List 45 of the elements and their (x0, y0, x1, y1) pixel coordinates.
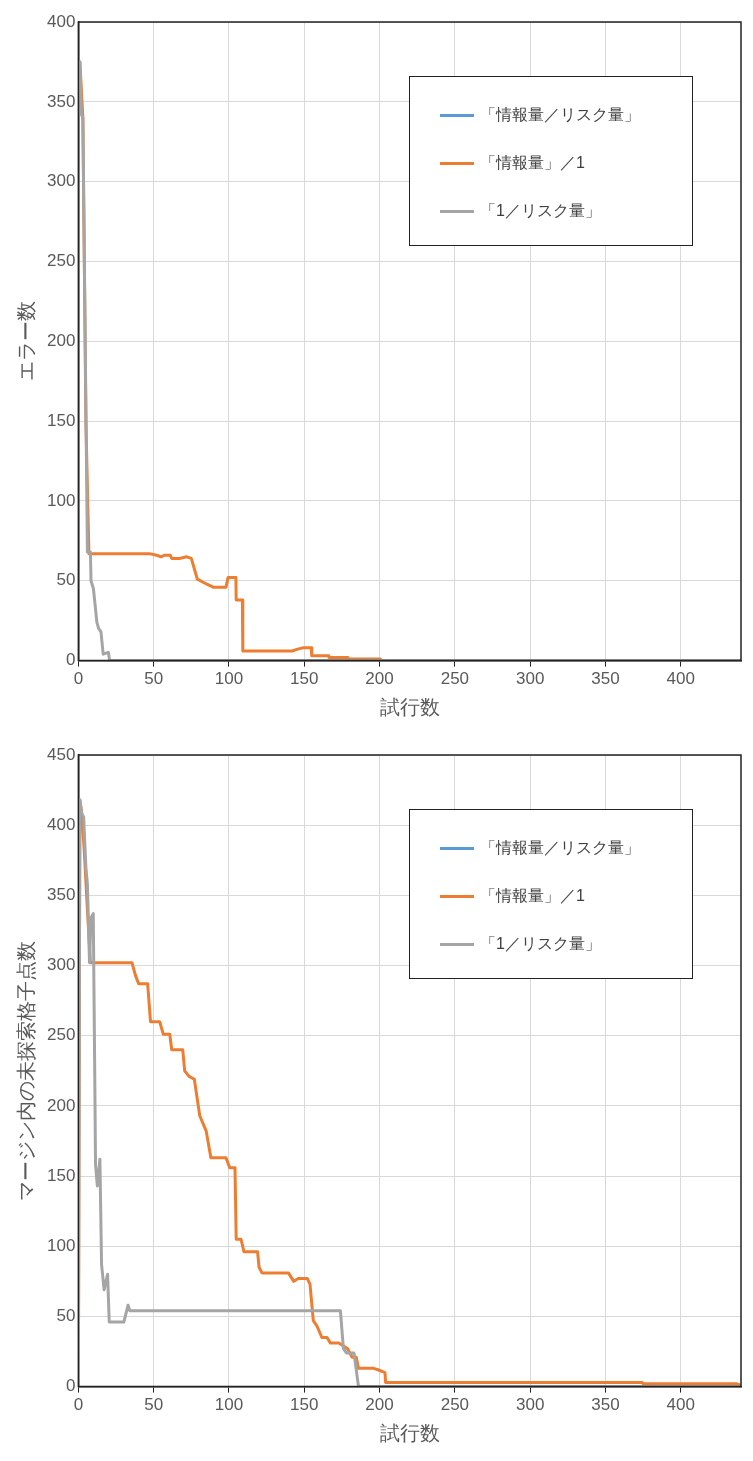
y-tick-label: 150 (46, 410, 76, 430)
y-tick-label: 50 (56, 570, 76, 590)
legend-label: 「情報量／リスク量」 (480, 837, 640, 858)
y-tick-label: 350 (46, 885, 76, 905)
x-tick-label: 400 (666, 669, 695, 689)
y-tick-label: 200 (46, 330, 76, 350)
y-tick-label: 350 (46, 91, 76, 111)
y-tick-label: 150 (46, 1165, 76, 1185)
x-tick-label: 350 (591, 669, 620, 689)
x-tick-label: 300 (515, 1395, 545, 1415)
y-axis-title: マージン内の未探索格子点数 (14, 940, 39, 1201)
y-tick-label: 400 (46, 11, 76, 31)
x-axis-title: 試行数 (379, 1421, 440, 1446)
x-tick-label: 100 (214, 1395, 244, 1415)
x-tick-label: 50 (144, 1395, 164, 1415)
x-axis-title: 試行数 (379, 695, 440, 720)
legend-label: 「情報量」／1 (480, 152, 585, 173)
x-tick-label: 100 (214, 669, 244, 689)
legend-label: 「情報量／リスク量」 (480, 104, 640, 125)
y-tick-label: 200 (46, 1095, 76, 1115)
y-axis-title: エラー数 (14, 301, 39, 382)
y-tick-label: 100 (46, 1235, 76, 1255)
y-tick-label: 300 (46, 171, 76, 191)
x-tick-label: 200 (365, 669, 394, 689)
x-tick-label: 250 (440, 1395, 470, 1415)
legend-label: 「1／リスク量」 (480, 200, 601, 221)
y-tick-label: 450 (46, 744, 76, 764)
x-tick-label: 150 (290, 669, 319, 689)
x-tick-label: 300 (515, 669, 545, 689)
x-tick-label: 50 (144, 669, 164, 689)
y-tick-label: 50 (56, 1306, 76, 1326)
x-tick-label: 150 (290, 1395, 319, 1415)
y-tick-label: 0 (65, 650, 76, 670)
y-tick-label: 400 (46, 814, 76, 834)
x-tick-label: 200 (365, 1395, 394, 1415)
x-tick-label: 400 (666, 1395, 695, 1415)
y-tick-label: 250 (46, 251, 76, 271)
y-tick-label: 300 (46, 955, 76, 975)
y-tick-label: 250 (46, 1025, 76, 1045)
legend-label: 「情報量」／1 (480, 885, 585, 906)
x-tick-label: 350 (591, 1395, 620, 1415)
legend-label: 「1／リスク量」 (480, 933, 601, 954)
y-tick-label: 0 (65, 1376, 76, 1396)
y-tick-label: 100 (46, 490, 76, 510)
x-tick-label: 250 (440, 669, 470, 689)
